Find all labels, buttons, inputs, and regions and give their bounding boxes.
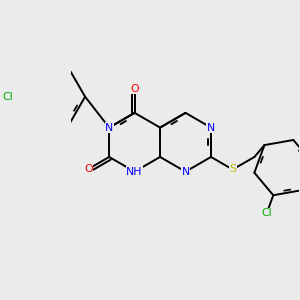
Text: O: O — [130, 84, 139, 94]
Text: Cl: Cl — [2, 92, 13, 102]
Text: N: N — [182, 167, 190, 177]
Text: O: O — [84, 164, 93, 174]
Text: N: N — [207, 123, 215, 133]
Text: NH: NH — [126, 167, 143, 177]
Text: S: S — [229, 164, 236, 175]
Text: Cl: Cl — [261, 208, 272, 218]
Text: N: N — [105, 123, 113, 133]
